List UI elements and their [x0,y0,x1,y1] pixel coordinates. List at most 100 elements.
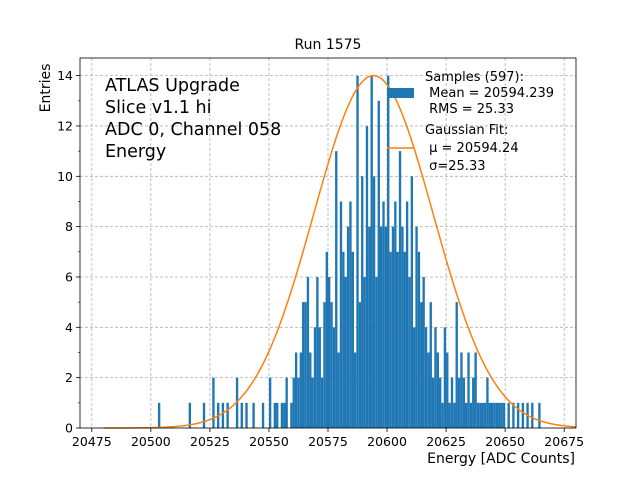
histogram-bar [420,302,423,428]
histogram-bar [464,402,468,428]
x-axis-ticks: 20475 20500 20525 20550 20575 20600 20625 20650… [72,428,584,449]
x-tick-label: 20600 [367,434,407,449]
histogram-bar [516,402,520,428]
histogram-bar [521,402,525,428]
x-tick-label: 20500 [131,434,171,449]
histogram-bar [455,302,458,428]
histogram-bar [356,75,359,428]
histogram-bar [202,402,206,428]
legend-fit-mu: μ = 20594.24 [425,141,519,156]
histogram-bar [365,125,369,429]
histogram-bar [358,302,362,428]
histogram-bar [431,377,435,428]
histogram-bar [512,402,515,428]
histogram-bar [405,201,409,428]
histogram-bar [285,377,288,428]
histogram-bar [330,302,333,428]
y-tick-label: 14 [57,68,73,83]
histogram-bar [313,327,317,428]
x-tick-label: 20575 [308,434,348,449]
histogram-bar [226,402,229,428]
x-tick-label: 20475 [72,434,112,449]
histogram-bar [401,226,404,428]
histogram-bar [413,327,416,428]
annotation-line: ATLAS Upgrade [105,76,240,96]
histogram-bar [429,302,432,428]
histogram-bar [446,352,449,428]
histogram-bar [276,402,279,428]
histogram-bar [387,75,390,428]
y-axis-ticks: 0 2 4 6 8 10 12 14 [57,68,80,436]
histogram-bar [450,377,454,428]
chart-title: Run 1575 [295,37,362,53]
legend-hist-label: Samples (597): [425,70,524,85]
y-axis-label: Entries [38,64,54,113]
histogram-bar [538,402,541,428]
y-tick-label: 0 [65,421,73,436]
annotation-line: ADC 0, Channel 058 [105,120,281,140]
legend-fit-sigma: σ=25.33 [425,159,485,174]
histogram-bar [292,377,295,428]
histogram-bar [351,251,354,428]
histogram-bar [240,402,243,428]
histogram-bar [372,176,376,428]
histogram-bar [410,176,414,428]
histogram-bar [408,276,411,428]
legend-fit-label: Gaussian Fit: [425,123,508,138]
histogram-bar [467,352,470,428]
histogram-bar [443,327,447,428]
histogram-bar [424,327,428,428]
histogram-bar [273,402,277,428]
histogram-bar [346,226,350,428]
x-tick-label: 20625 [426,434,466,449]
histogram-bar [337,352,340,428]
histogram-bar [457,377,461,428]
histogram-bar [342,251,345,428]
histogram-bar [439,377,442,428]
histogram-bars [157,75,541,429]
y-tick-label: 4 [65,320,73,335]
histogram-bar [384,226,388,428]
histogram-bar [441,402,444,428]
histogram-bar [283,402,286,428]
histogram-bar [479,402,482,428]
annotation-line: Slice v1.1 hi [105,98,212,118]
histogram-bar [323,302,326,428]
histogram-bar [396,251,399,428]
histogram-bar [417,251,421,428]
histogram-bar [379,226,383,428]
histogram-bar [353,352,357,428]
histogram-bar [453,402,456,428]
histogram-bar [507,402,510,428]
histogram-bar [389,251,392,428]
legend: Samples (597): Mean = 20594.239 RMS = 25… [387,70,554,174]
histogram-bar [462,377,465,428]
histogram-bar [448,402,451,428]
histogram-bar [344,276,347,428]
y-tick-label: 6 [65,269,73,284]
histogram-bar [488,402,491,428]
histogram-bar [368,226,371,428]
histogram-bar [245,402,248,428]
histogram-bar [294,352,298,428]
histogram-bar [483,402,487,428]
annotation-line: Energy [105,142,166,162]
histogram-bar [316,276,319,428]
histogram-bar [302,302,305,428]
histogram-bar [363,276,366,428]
histogram-bar [486,377,489,428]
histogram-bar [493,402,496,428]
histogram-bar [268,377,272,428]
histogram-bar [261,402,265,428]
histogram-bar [325,251,328,428]
legend-hist-swatch [387,88,414,98]
histogram-bar [391,226,395,428]
histogram-bar [306,276,310,428]
histogram-bar [502,402,506,428]
histogram-bar [188,402,192,428]
y-tick-label: 8 [65,219,73,234]
histogram-bar [361,176,364,428]
histogram-bar [531,402,534,428]
histogram-bar [398,151,402,428]
